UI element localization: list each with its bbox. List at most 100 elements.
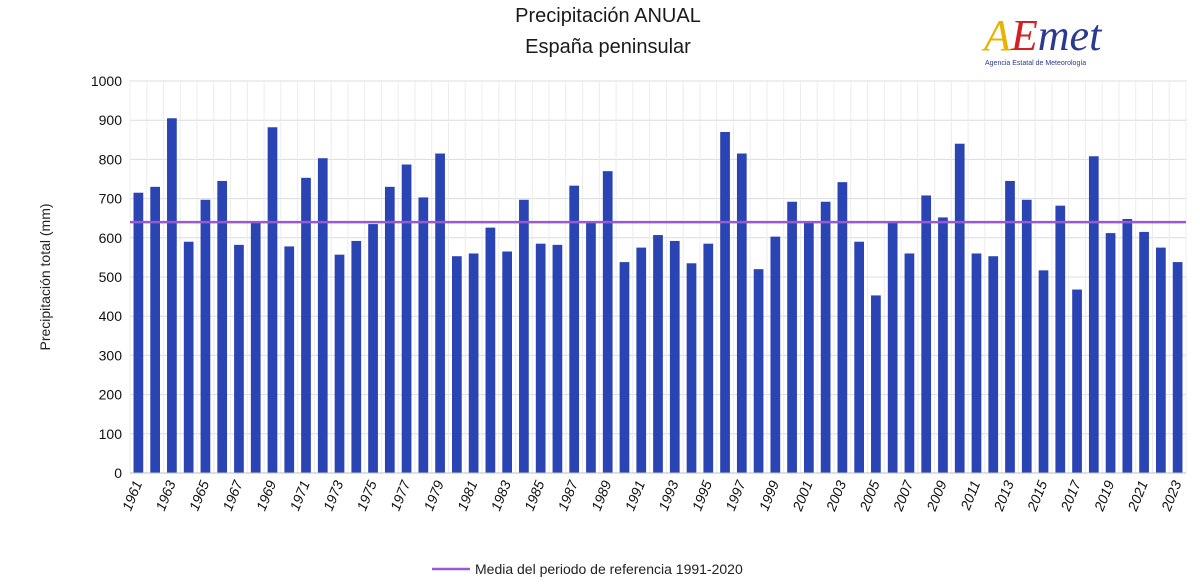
chart-title: Precipitación ANUAL: [515, 5, 701, 27]
x-tick-label: 1993: [655, 478, 682, 513]
x-tick-label: 2001: [789, 478, 816, 514]
bar-1968: [250, 221, 261, 473]
bar-1962: [150, 186, 160, 473]
bar-2000: [787, 201, 797, 474]
x-tick-label: 1979: [420, 478, 447, 513]
bar-1998: [753, 269, 764, 473]
bar-1981: [468, 253, 479, 473]
bar-2014: [1021, 199, 1032, 473]
bar-1974: [351, 240, 362, 473]
x-tick-label: 2005: [856, 478, 883, 514]
bar-1965: [200, 199, 211, 473]
bar-2015: [1038, 270, 1049, 473]
x-tick-label: 1995: [689, 478, 716, 513]
bar-2001: [804, 222, 814, 473]
bar-2002: [820, 201, 831, 474]
x-tick-label: 1997: [722, 477, 749, 513]
bar-1995: [703, 243, 714, 473]
bar-1963: [167, 118, 177, 474]
x-tick-label: 2023: [1158, 478, 1185, 514]
bar-1979: [435, 153, 445, 473]
bar-1972: [317, 158, 328, 473]
x-tick-label: 1983: [487, 478, 514, 513]
x-tick-label: 2007: [889, 477, 916, 514]
bar-1992: [653, 235, 663, 473]
bar-1985: [535, 243, 546, 473]
y-axis-ticks: 0 100 200 300 400 500 600 700 800 900 1000: [91, 73, 122, 481]
x-tick-label: 1967: [219, 477, 246, 513]
x-tick-label: 1985: [521, 478, 548, 513]
y-tick-label: 200: [99, 387, 123, 403]
bar-2009: [938, 217, 948, 473]
x-tick-label: 1991: [622, 478, 649, 513]
x-tick-label: 2015: [1023, 478, 1050, 514]
bar-1996: [720, 131, 730, 473]
chart-subtitle: España peninsular: [525, 36, 691, 58]
bar-1997: [736, 153, 747, 473]
x-tick-label: 2021: [1124, 478, 1151, 514]
legend-label: Media del periodo de referencia 1991-202…: [475, 561, 743, 577]
bar-1980: [452, 256, 462, 473]
bar-2017: [1072, 289, 1082, 473]
x-tick-label: 1987: [554, 477, 581, 513]
y-tick-label: 600: [99, 230, 123, 246]
bar-1975: [368, 224, 378, 473]
bar-2012: [988, 256, 999, 473]
bar-1991: [636, 247, 647, 473]
bar-1999: [770, 236, 781, 473]
bar-2007: [904, 253, 915, 473]
x-tick-label: 1963: [152, 478, 179, 513]
aemet-logo: AEmet Agencia Estatal de Meteorología: [981, 11, 1103, 67]
bar-2005: [871, 295, 881, 473]
x-tick-label: 1961: [119, 478, 146, 513]
x-tick-label: 2003: [822, 478, 849, 514]
bar-2020: [1122, 218, 1133, 473]
y-tick-label: 500: [99, 269, 123, 285]
y-tick-label: 900: [99, 112, 123, 128]
x-tick-label: 2009: [923, 478, 950, 514]
x-tick-label: 2017: [1057, 477, 1084, 514]
bar-1978: [418, 197, 429, 474]
x-tick-label: 1971: [286, 478, 313, 513]
bar-2003: [837, 182, 848, 473]
bar-2013: [1005, 180, 1015, 473]
bar-2011: [971, 253, 982, 473]
bar-2018: [1088, 156, 1099, 473]
bar-1993: [669, 240, 680, 473]
x-tick-label: 1977: [387, 477, 414, 513]
x-tick-label: 2013: [990, 478, 1017, 514]
x-tick-label: 1981: [454, 478, 481, 513]
x-tick-label: 2011: [957, 478, 983, 513]
bar-2021: [1139, 231, 1149, 473]
y-tick-label: 700: [99, 191, 123, 207]
bar-1971: [301, 177, 311, 473]
bar-2019: [1105, 233, 1116, 473]
bar-1988: [586, 222, 596, 473]
bar-2010: [954, 143, 965, 473]
bars: [133, 118, 1183, 474]
x-tick-label: 1975: [353, 478, 380, 513]
bar-1976: [384, 186, 395, 473]
bar-1966: [217, 180, 228, 473]
plot-area: [129, 80, 1187, 474]
x-tick-label: 1973: [320, 478, 347, 513]
bar-2008: [921, 195, 932, 473]
bar-1982: [485, 227, 496, 473]
legend: Media del periodo de referencia 1991-202…: [432, 561, 743, 577]
aemet-logo-subtitle: Agencia Estatal de Meteorología: [985, 60, 1086, 67]
y-tick-label: 300: [99, 347, 123, 363]
bar-2023: [1172, 262, 1183, 473]
bar-1969: [267, 127, 278, 473]
y-tick-label: 800: [99, 151, 123, 167]
bar-2004: [854, 241, 864, 473]
bar-1964: [183, 241, 194, 473]
bar-1961: [133, 192, 144, 473]
bar-1987: [569, 185, 580, 473]
bar-1990: [619, 262, 630, 473]
bar-2006: [887, 222, 898, 473]
bar-1970: [284, 246, 295, 473]
bar-1977: [401, 164, 412, 473]
y-tick-label: 100: [99, 426, 123, 442]
bar-2022: [1156, 247, 1166, 473]
